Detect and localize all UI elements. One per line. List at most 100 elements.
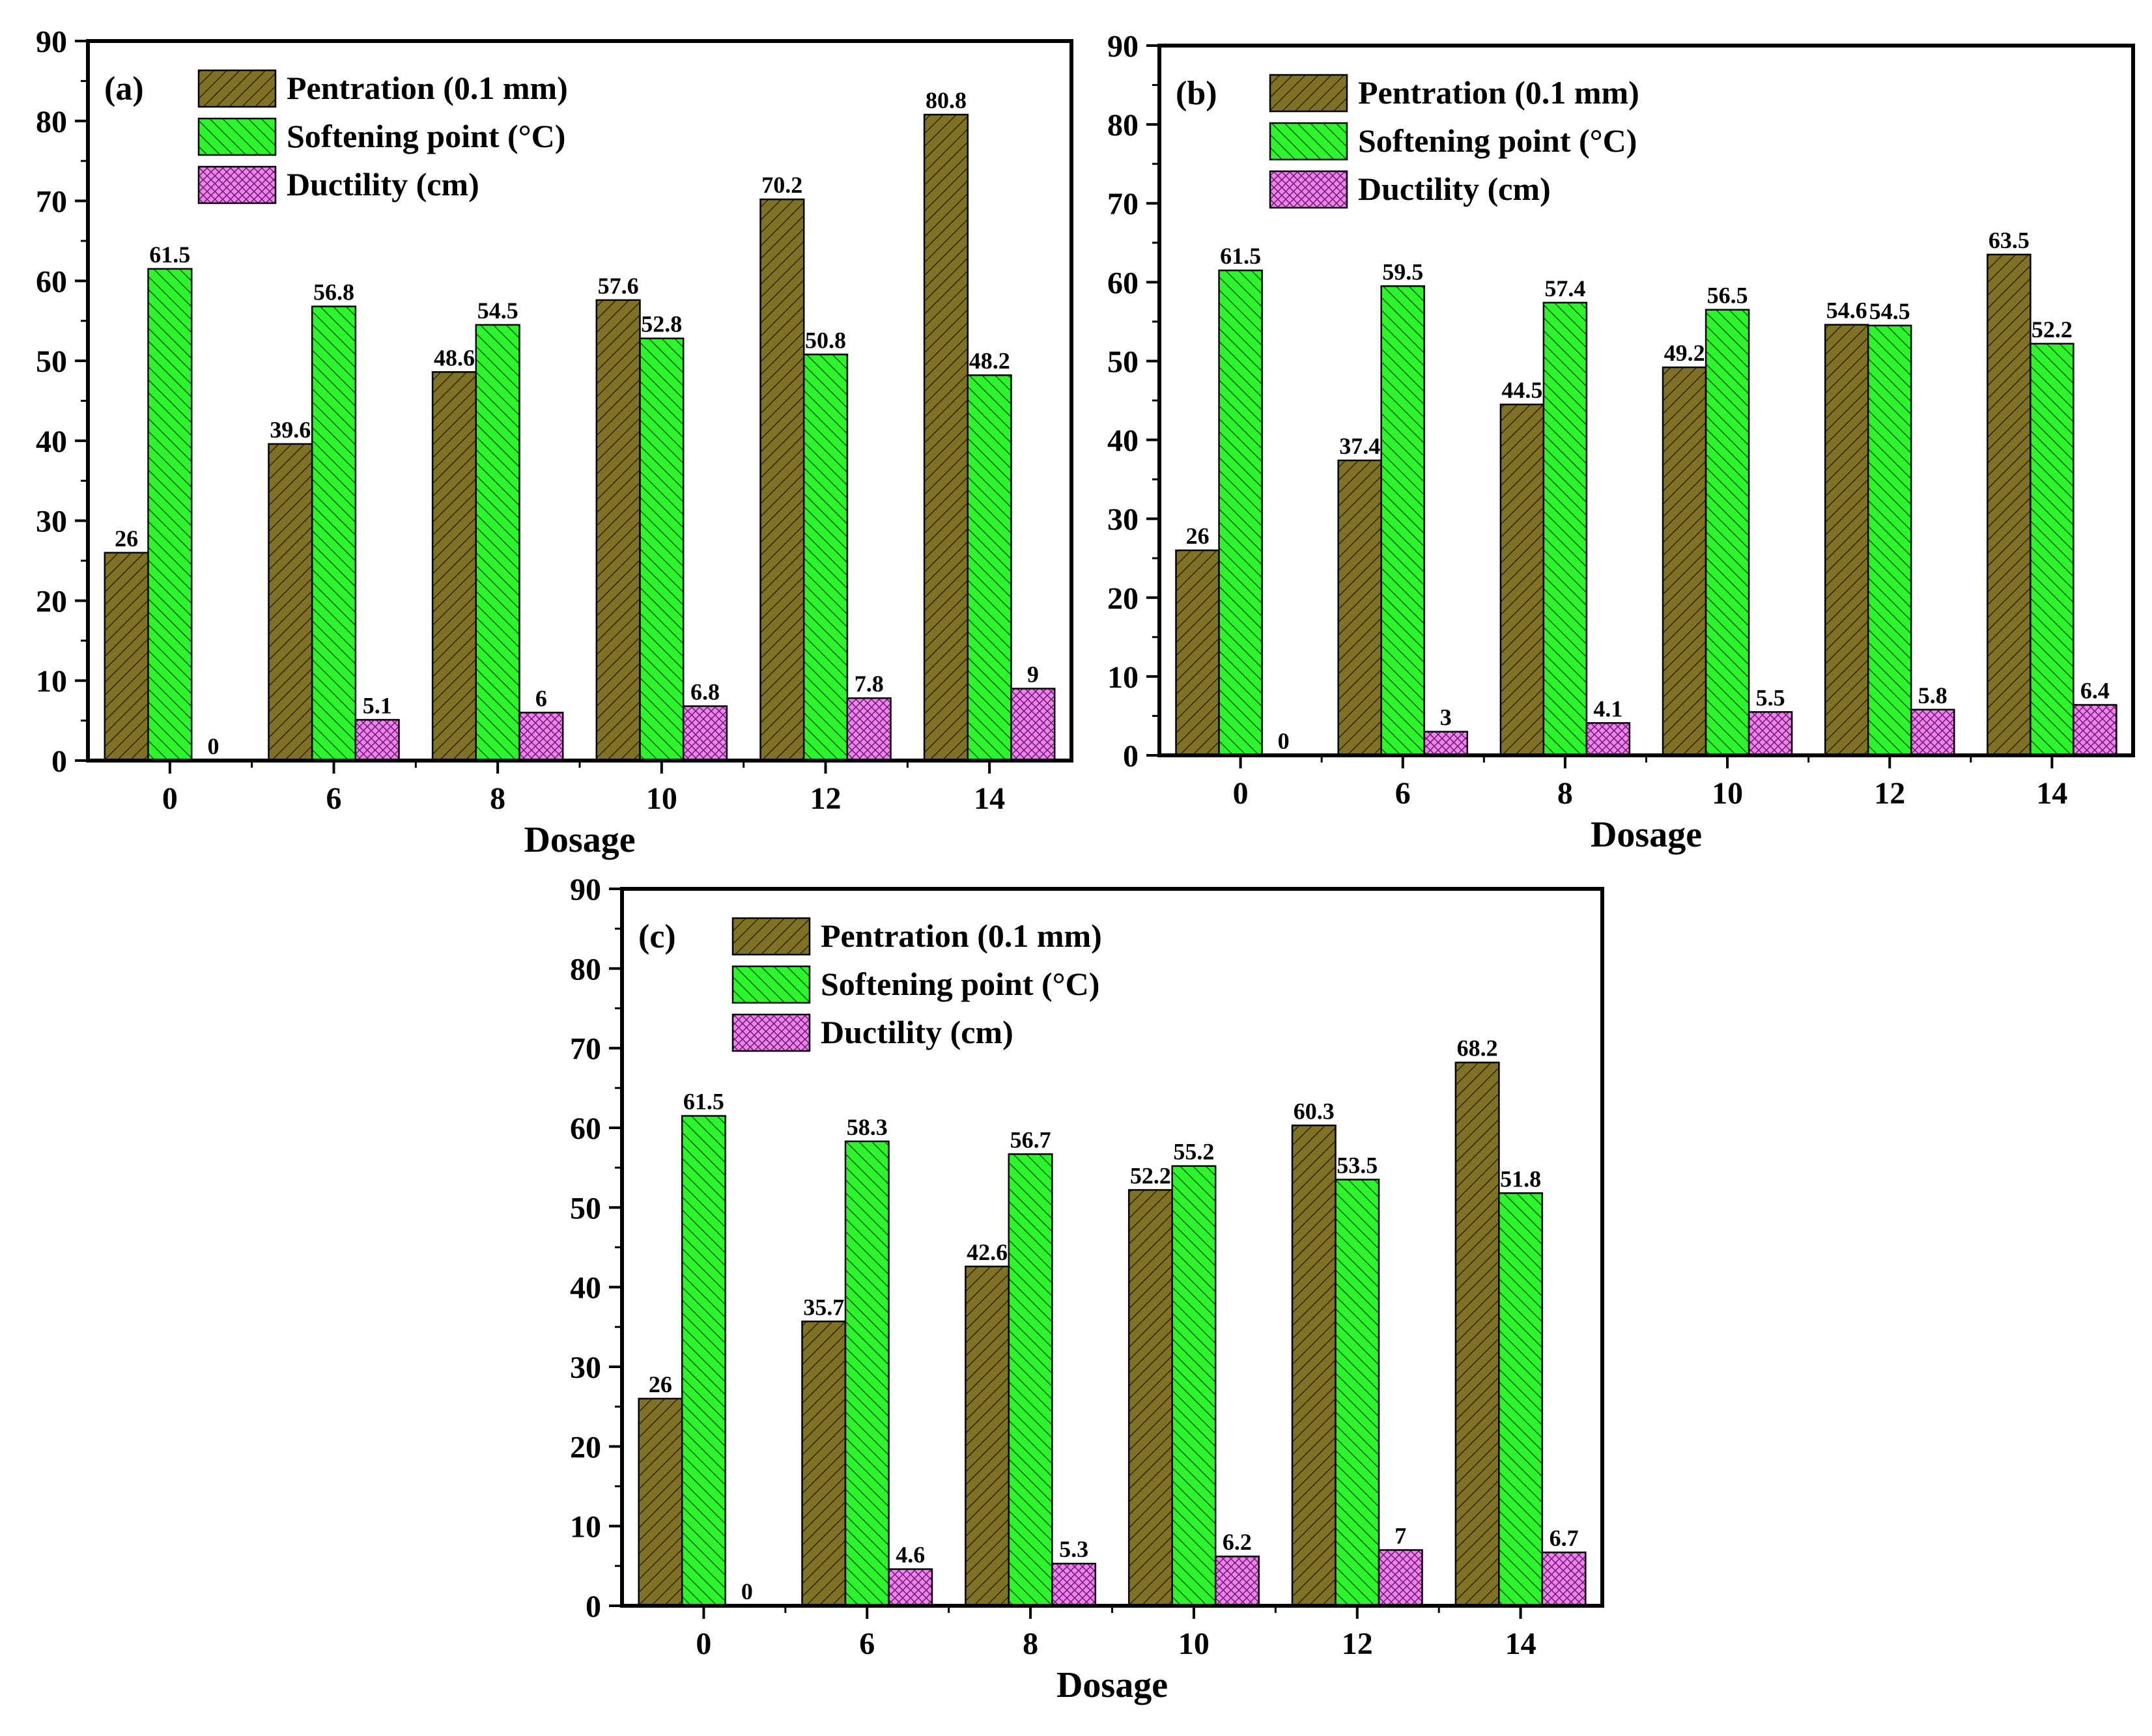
data-label-penetration: 54.6 — [1826, 298, 1867, 324]
bar-softening — [311, 305, 357, 762]
x-tick-label: 0 — [696, 1627, 711, 1661]
legend-swatch-ductility — [197, 165, 277, 204]
bar-softening — [681, 1115, 726, 1607]
y-tick-label: 80 — [36, 105, 67, 139]
bar-penetration — [595, 299, 641, 762]
panel-label: (a) — [104, 70, 144, 107]
data-label-softening: 50.8 — [805, 327, 846, 353]
bar-penetration — [268, 443, 313, 762]
bar-softening — [1380, 285, 1425, 757]
data-label-penetration: 63.5 — [1989, 227, 2030, 253]
y-tick-label: 20 — [36, 584, 67, 619]
data-label-penetration: 49.2 — [1664, 340, 1705, 366]
bar-softening — [639, 337, 685, 762]
y-tick-label: 90 — [36, 25, 67, 59]
panel-a: 26 39.6 48.6 57.6 70.2 80.8 61.5 56.8 54.5 52.8 50… — [36, 25, 1073, 860]
bar-ductility — [682, 705, 728, 762]
data-label-penetration: 68.2 — [1457, 1035, 1498, 1061]
x-axis-label: Dosage — [1056, 1665, 1168, 1705]
data-label-ductility: 4.6 — [896, 1542, 925, 1568]
x-tick-label: 10 — [646, 781, 677, 816]
bar-penetration — [923, 113, 969, 762]
bar-penetration — [1824, 324, 1869, 757]
y-tick-label: 30 — [36, 505, 67, 539]
y-tick-label: 10 — [570, 1510, 601, 1545]
x-tick-label: 6 — [859, 1627, 875, 1661]
data-label-softening: 53.5 — [1337, 1153, 1378, 1179]
data-label-ductility: 3 — [1440, 705, 1452, 731]
y-tick-label: 60 — [36, 264, 67, 299]
bar-ductility — [1541, 1551, 1587, 1607]
y-tick-label: 60 — [1107, 266, 1139, 300]
data-label-softening: 56.7 — [1010, 1127, 1051, 1153]
bar-ductility — [1585, 722, 1631, 757]
panel-label: (b) — [1176, 75, 1217, 112]
data-label-ductility: 0 — [208, 733, 219, 759]
bar-penetration — [1127, 1189, 1173, 1607]
bar-penetration — [1987, 253, 2032, 757]
bar-penetration — [801, 1321, 847, 1607]
y-tick-label: 90 — [570, 873, 601, 907]
data-label-softening: 52.2 — [2032, 316, 2073, 343]
bar-softening — [1705, 309, 1750, 757]
x-tick-label: 14 — [974, 781, 1005, 816]
bar-penetration — [965, 1265, 1010, 1607]
y-tick-label: 40 — [1107, 424, 1139, 458]
legend-label-penetration: Pentration (0.1 mm) — [821, 917, 1102, 954]
bar-ductility — [1423, 731, 1469, 757]
bar-softening — [147, 268, 193, 762]
data-label-ductility: 6.7 — [1550, 1525, 1579, 1551]
bar-softening — [1008, 1153, 1053, 1607]
data-label-softening: 54.5 — [1869, 298, 1910, 324]
x-tick-label: 0 — [162, 781, 178, 816]
bar-softening — [1171, 1165, 1217, 1607]
x-tick-label: 12 — [1874, 776, 1905, 811]
panel-c: 26 35.7 42.6 52.2 60.3 68.2 61.5 58.3 56.7 55.2 53… — [570, 873, 1604, 1705]
panel-label: (c) — [638, 918, 676, 955]
y-tick-label: 40 — [570, 1271, 601, 1306]
bar-softening — [1335, 1179, 1380, 1607]
data-label-ductility: 7.8 — [855, 671, 884, 697]
x-tick-label: 8 — [1557, 776, 1573, 811]
bar-ductility — [1214, 1555, 1260, 1607]
legend-swatch-softening — [197, 117, 277, 156]
data-label-ductility: 5.1 — [363, 692, 392, 718]
y-tick-label: 50 — [1107, 344, 1139, 379]
y-tick-label: 30 — [1107, 503, 1139, 537]
x-tick-label: 10 — [1712, 776, 1743, 811]
y-tick-label: 10 — [1107, 660, 1139, 695]
y-tick-label: 40 — [36, 425, 67, 459]
data-label-penetration: 39.6 — [270, 417, 311, 443]
legend-swatch-penetration — [731, 917, 811, 956]
data-label-penetration: 52.2 — [1130, 1162, 1171, 1188]
data-label-softening: 58.3 — [847, 1114, 888, 1140]
y-tick-label: 80 — [1107, 108, 1139, 143]
y-tick-label: 0 — [586, 1589, 601, 1624]
x-tick-label: 0 — [1233, 776, 1249, 811]
data-label-softening: 52.8 — [641, 311, 682, 337]
legend-swatch-softening — [731, 965, 811, 1004]
data-label-softening: 61.5 — [1220, 243, 1261, 269]
data-label-penetration: 57.6 — [598, 273, 639, 299]
bar-penetration — [104, 552, 149, 762]
x-tick-label: 14 — [2036, 776, 2067, 811]
data-label-softening: 51.8 — [1500, 1166, 1541, 1192]
x-axis-label: Dosage — [524, 820, 635, 860]
data-label-softening: 54.5 — [477, 298, 518, 324]
data-label-ductility: 5.5 — [1756, 684, 1785, 710]
bar-ductility — [354, 719, 400, 762]
bar-softening — [1218, 269, 1263, 757]
x-tick-label: 12 — [810, 781, 842, 816]
legend-label-penetration: Pentration (0.1 mm) — [1358, 74, 1639, 111]
data-label-penetration: 48.6 — [434, 344, 475, 371]
y-tick-label: 50 — [570, 1191, 601, 1225]
legend-swatch-ductility — [1269, 170, 1348, 209]
bar-penetration — [1454, 1061, 1500, 1607]
y-tick-label: 70 — [36, 185, 67, 219]
bar-ductility — [1378, 1549, 1423, 1607]
bar-ductility — [518, 712, 564, 762]
legend-label-softening: Softening point (°C) — [1358, 122, 1637, 159]
bar-penetration — [1662, 366, 1707, 757]
data-label-ductility: 5.8 — [1918, 682, 1947, 708]
